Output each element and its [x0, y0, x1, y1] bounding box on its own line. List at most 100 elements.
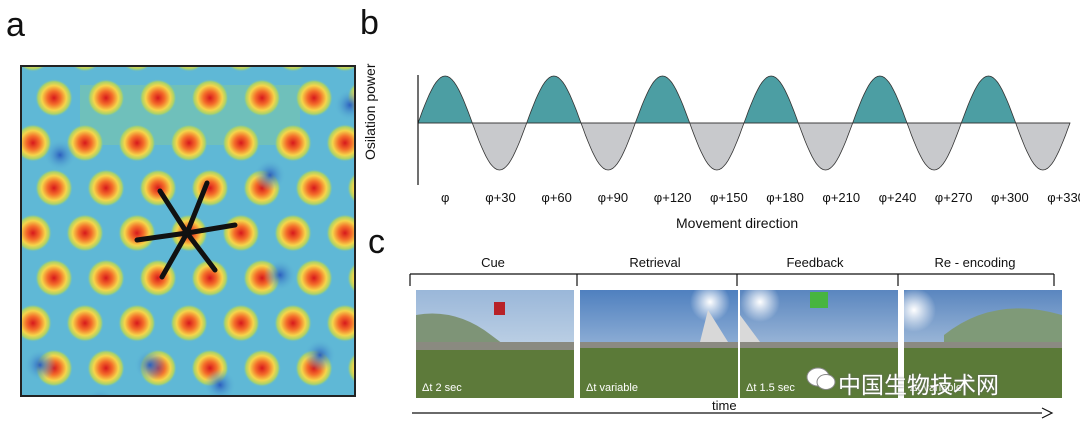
feedback-duration: Δt 1.5 sec [746, 382, 795, 394]
negative-lobe [1015, 122, 1071, 171]
reencoding-duration: Δt variable [910, 382, 962, 394]
time-arrow [412, 407, 1054, 419]
hex-axis-4 [159, 230, 190, 280]
low-rate-patch [44, 139, 76, 171]
phase-header-feedback: Feedback [786, 255, 844, 270]
panel-label-b: b [360, 4, 379, 42]
phase-header-reencoding: Re - encoding [934, 255, 1016, 270]
positive-lobe [743, 75, 799, 124]
cue-duration: Δt 2 sec [422, 382, 462, 394]
firing-field [20, 304, 52, 343]
firing-field [274, 214, 312, 252]
negative-lobe [689, 122, 745, 171]
firing-field [295, 259, 333, 297]
hex-axis-2 [184, 222, 238, 236]
firing-field [87, 349, 125, 388]
direction-tick-label: φ+240 [878, 190, 917, 205]
firing-field [243, 349, 281, 388]
firing-field [170, 304, 208, 343]
time-label: time [712, 398, 737, 413]
oscillation-power-chart [417, 75, 1071, 185]
firing-field [35, 78, 73, 117]
cue-frame: Δt 2 sec [416, 290, 574, 398]
positive-lobe [526, 75, 582, 124]
positive-lobe [852, 75, 908, 124]
firing-field [35, 169, 73, 207]
firing-field [191, 259, 229, 297]
firing-field [20, 214, 52, 252]
low-rate-patch [254, 159, 286, 191]
firing-field [118, 123, 156, 162]
direction-tick-label: φ+210 [822, 190, 861, 205]
firing-field [191, 78, 229, 117]
panel-label-a: a [6, 6, 25, 44]
retrieval-frame: Δt variable [580, 290, 738, 398]
firing-field [274, 304, 312, 343]
direction-tick-label: φ+120 [653, 190, 692, 205]
phase-header-cue: Cue [481, 255, 505, 270]
firing-field [191, 169, 229, 207]
firing-field [118, 304, 156, 343]
feedback-object-icon [810, 292, 828, 308]
firing-field [139, 169, 177, 207]
firing-field [295, 78, 333, 117]
direction-tick-label: φ+30 [485, 190, 516, 205]
panel-label-c: c [368, 223, 385, 261]
firing-field [118, 214, 156, 252]
positive-lobe [634, 75, 691, 124]
firing-field [243, 78, 281, 117]
direction-tick-label: φ+60 [541, 190, 572, 205]
low-rate-patch [264, 259, 296, 291]
direction-tick-label: φ [441, 190, 450, 205]
firing-field [274, 123, 312, 162]
hex-axis-3 [184, 230, 218, 273]
firing-map-border [20, 65, 356, 397]
grid-cell-firing-map [20, 65, 356, 397]
direction-tick-label: φ+270 [934, 190, 973, 205]
low-rate-patch [204, 369, 236, 397]
low-rate-patch [304, 339, 336, 371]
negative-lobe [580, 122, 636, 171]
x-axis-title: Movement direction [676, 215, 799, 231]
firing-field [326, 123, 356, 162]
wechat-icon [806, 367, 836, 390]
firing-field [170, 123, 208, 162]
hex-axis-6 [157, 188, 190, 236]
retrieval-duration: Δt variable [586, 382, 638, 394]
negative-lobe [906, 122, 962, 171]
reencoding-frame: Δt variable [904, 290, 1062, 398]
firing-field [326, 304, 356, 343]
phase-bracket [409, 273, 1055, 286]
firing-field [326, 214, 356, 252]
phase-header-retrieval: Retrieval [629, 255, 681, 270]
firing-field [87, 259, 125, 297]
firing-field [295, 169, 333, 207]
firing-field [222, 123, 260, 162]
positive-lobe [960, 75, 1017, 124]
cue-object-icon [494, 302, 505, 315]
direction-tick-label: φ+90 [597, 190, 629, 205]
direction-tick-label: φ+150 [710, 190, 748, 205]
low-rate-patch [334, 89, 356, 121]
low-rate-patch [24, 349, 56, 381]
hex-axis-1 [184, 180, 210, 236]
firing-field [87, 169, 125, 207]
firing-field [222, 304, 260, 343]
positive-lobe [417, 75, 473, 124]
firing-field [347, 261, 356, 295]
watermark-text: 中国生物技术网 [838, 373, 999, 399]
direction-tick-label: φ+300 [991, 190, 1029, 205]
direction-tick-label: φ+330 [1047, 190, 1080, 205]
firing-field [87, 78, 125, 117]
firing-field [20, 123, 52, 162]
direction-tick-label: φ+180 [766, 190, 804, 205]
firing-field [347, 171, 356, 205]
hex-axis-5 [134, 230, 190, 243]
firing-field [66, 214, 104, 252]
negative-lobe [471, 122, 528, 171]
negative-lobe [797, 122, 854, 171]
firing-field [347, 351, 356, 385]
low-rate-patch [134, 349, 166, 381]
firing-field [222, 214, 260, 252]
firing-field [35, 259, 73, 297]
